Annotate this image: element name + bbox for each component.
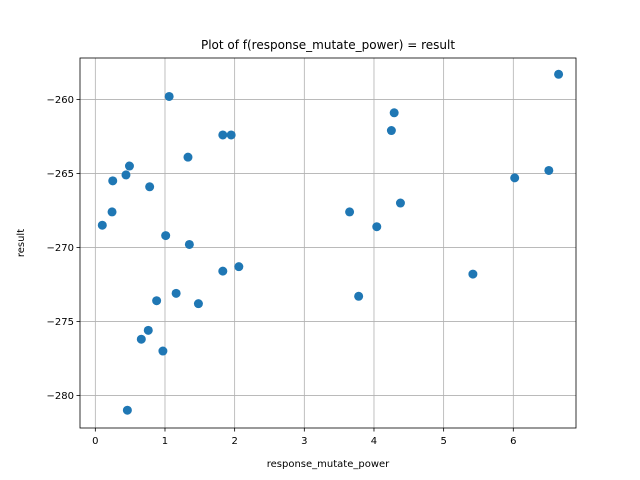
data-point-15 (184, 239, 194, 249)
data-point-2 (108, 176, 118, 186)
x-tick-label-3: 3 (301, 436, 307, 447)
data-point-1 (107, 207, 117, 217)
data-point-14 (183, 152, 193, 162)
x-tick-label-1: 1 (162, 436, 168, 447)
y-tick-label-2: −270 (47, 243, 74, 254)
data-point-16 (193, 299, 203, 309)
data-point-6 (136, 334, 146, 344)
data-point-26 (395, 198, 405, 208)
data-point-11 (161, 231, 171, 241)
data-point-23 (372, 222, 382, 232)
data-point-8 (145, 182, 155, 192)
data-point-21 (345, 207, 355, 217)
data-point-0 (97, 220, 107, 230)
data-point-12 (164, 91, 174, 101)
data-point-19 (226, 130, 236, 140)
data-point-29 (544, 165, 554, 175)
x-gridlines (94, 58, 514, 428)
data-point-9 (152, 296, 162, 306)
y-tick-label-3: −265 (47, 169, 74, 180)
data-point-18 (218, 266, 228, 276)
y-tick-label-4: −260 (47, 95, 74, 106)
plot-frame (79, 57, 577, 429)
y-axis-label: result (16, 229, 27, 257)
data-point-17 (218, 130, 228, 140)
data-point-25 (389, 108, 399, 118)
data-point-30 (554, 69, 564, 79)
data-point-22 (354, 291, 364, 301)
data-point-27 (468, 269, 478, 279)
x-tick-label-6: 6 (510, 436, 516, 447)
x-ticks: 0 1 2 3 4 5 6 (92, 428, 516, 447)
data-point-28 (510, 173, 520, 183)
x-tick-label-2: 2 (231, 436, 237, 447)
data-point-10 (158, 346, 168, 356)
plot-area (80, 58, 576, 428)
chart-title: Plot of f(response_mutate_power) = resul… (201, 38, 455, 52)
data-point-3 (121, 170, 131, 180)
data-point-4 (124, 161, 134, 171)
data-point-5 (122, 405, 132, 415)
x-tick-label-4: 4 (371, 436, 377, 447)
y-gridlines (80, 99, 576, 396)
y-tick-label-0: −280 (47, 391, 74, 402)
data-point-24 (386, 126, 396, 136)
y-ticks: −280 −275 −270 −265 −260 (47, 95, 80, 402)
y-tick-label-1: −275 (47, 317, 74, 328)
data-point-13 (171, 288, 181, 298)
x-tick-label-0: 0 (92, 436, 98, 447)
x-axis-label: response_mutate_power (267, 459, 390, 470)
data-points (97, 69, 564, 415)
data-point-20 (234, 262, 244, 272)
x-tick-label-5: 5 (440, 436, 446, 447)
data-point-7 (143, 325, 153, 335)
